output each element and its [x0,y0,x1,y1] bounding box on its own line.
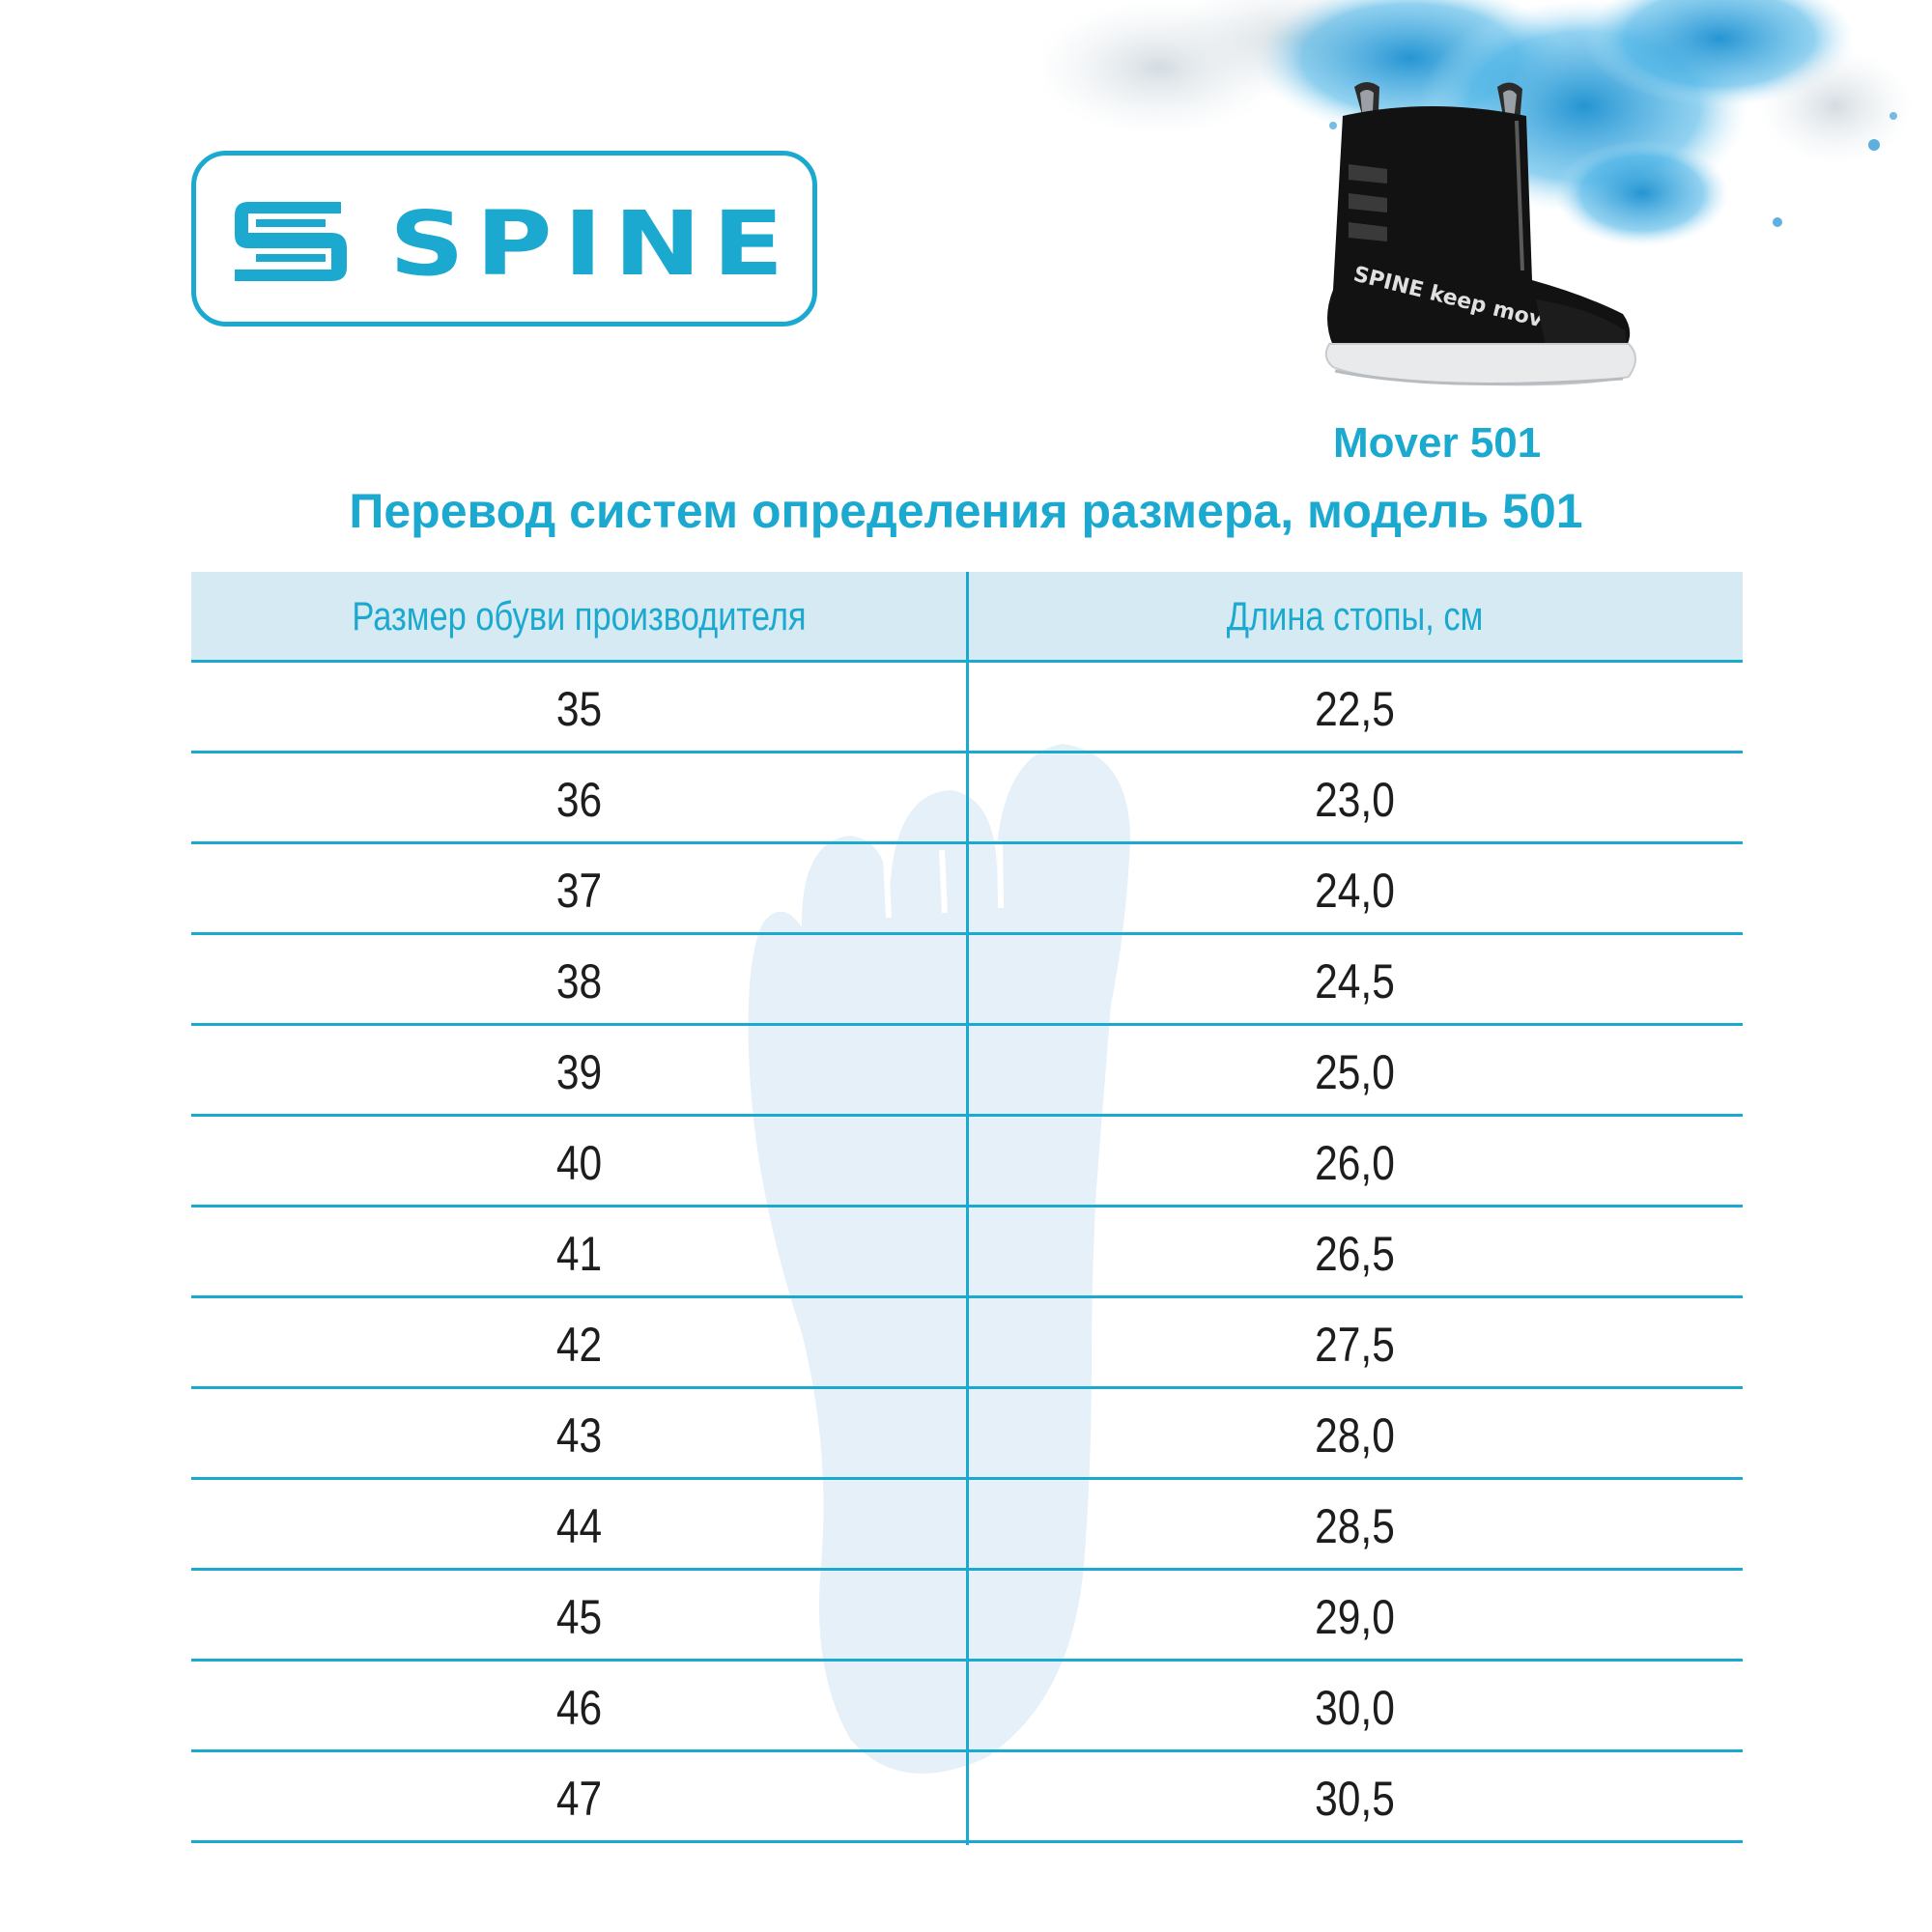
cell-size: 38 [555,954,603,1009]
page-title: Перевод систем определения размера, моде… [349,484,1583,538]
cell-length: 22,5 [1315,682,1395,736]
cell-length: 30,5 [1315,1772,1395,1826]
svg-text:SPINE: SPINE [389,192,795,289]
header-foot-length: Длина стопы, см [1226,593,1484,639]
cell-length: 30,0 [1315,1681,1395,1735]
cell-size: 44 [555,1499,603,1553]
cell-length: 25,0 [1315,1045,1395,1099]
cell-length: 27,5 [1315,1318,1395,1372]
cell-length: 29,0 [1315,1590,1395,1644]
cell-size: 42 [555,1318,603,1372]
cell-size: 36 [555,773,603,827]
cell-length: 28,0 [1315,1408,1395,1463]
column-divider [966,572,969,1845]
cell-size: 47 [555,1772,603,1826]
table-body: 35 22,5 36 23,0 37 24,0 38 24,5 39 25,0 40 26,0 41 26… [191,663,1743,1843]
cell-size: 39 [555,1045,603,1099]
spine-logo-icon: SPINE [235,192,795,289]
cell-length: 24,0 [1315,864,1395,918]
cell-length: 26,0 [1315,1136,1395,1190]
cell-size: 41 [555,1227,603,1281]
brand-logo: SPINE [191,151,817,327]
model-name: Mover 501 [1333,419,1542,467]
size-table: Размер обуви производителя Длина стопы, … [191,572,1743,1845]
header-manufacturer-size: Размер обуви производителя [352,593,807,639]
boot-product-image: SPINE keep moving [1324,82,1636,386]
cell-size: 46 [555,1681,603,1735]
cell-length: 24,5 [1315,954,1395,1009]
cell-size: 43 [555,1408,603,1463]
cell-length: 28,5 [1315,1499,1395,1553]
cell-size: 40 [555,1136,603,1190]
foot-outline-icon [748,744,1130,1774]
cell-length: 23,0 [1315,773,1395,827]
cell-size: 37 [555,864,603,918]
cell-size: 45 [555,1590,603,1644]
cell-length: 26,5 [1315,1227,1395,1281]
cell-size: 35 [555,682,603,736]
